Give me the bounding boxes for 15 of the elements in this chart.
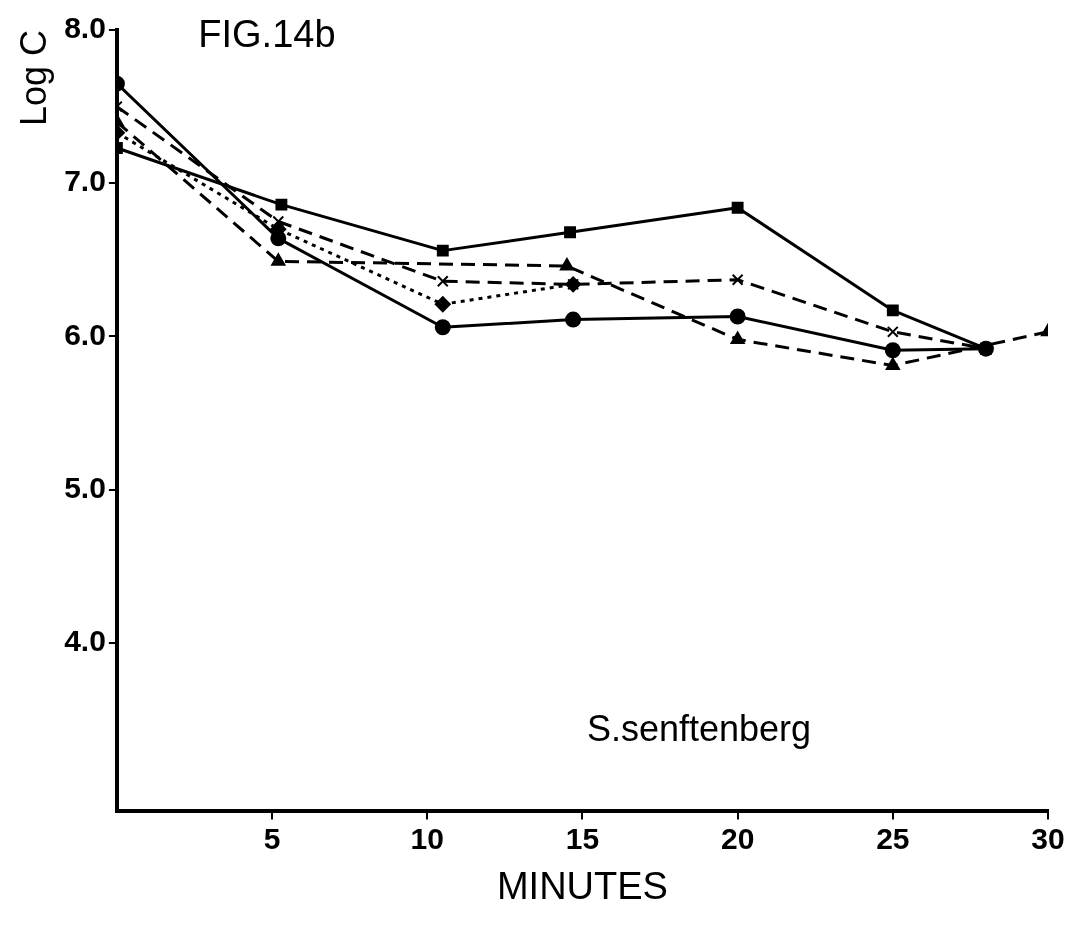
x-tick-label: 20 xyxy=(720,821,755,855)
x-tick-label: 5 xyxy=(263,821,281,855)
y-tick-label: 8.0 xyxy=(64,11,106,45)
y-tick-label: 5.0 xyxy=(64,470,106,504)
y-tick-label: 7.0 xyxy=(64,164,106,198)
y-tick-label: 4.0 xyxy=(64,624,106,658)
annotation: S.senftenberg xyxy=(586,708,812,750)
y-axis-title: Log C xyxy=(12,30,54,127)
chart-title: FIG.14b xyxy=(198,13,336,56)
x-tick-label: 30 xyxy=(1031,821,1065,855)
x-tick-label: 15 xyxy=(565,821,600,855)
y-tick-label: 6.0 xyxy=(64,317,106,351)
x-tick-label: 25 xyxy=(876,821,910,855)
x-axis-title: MINUTES xyxy=(496,864,668,907)
x-tick-label: 10 xyxy=(410,821,444,855)
